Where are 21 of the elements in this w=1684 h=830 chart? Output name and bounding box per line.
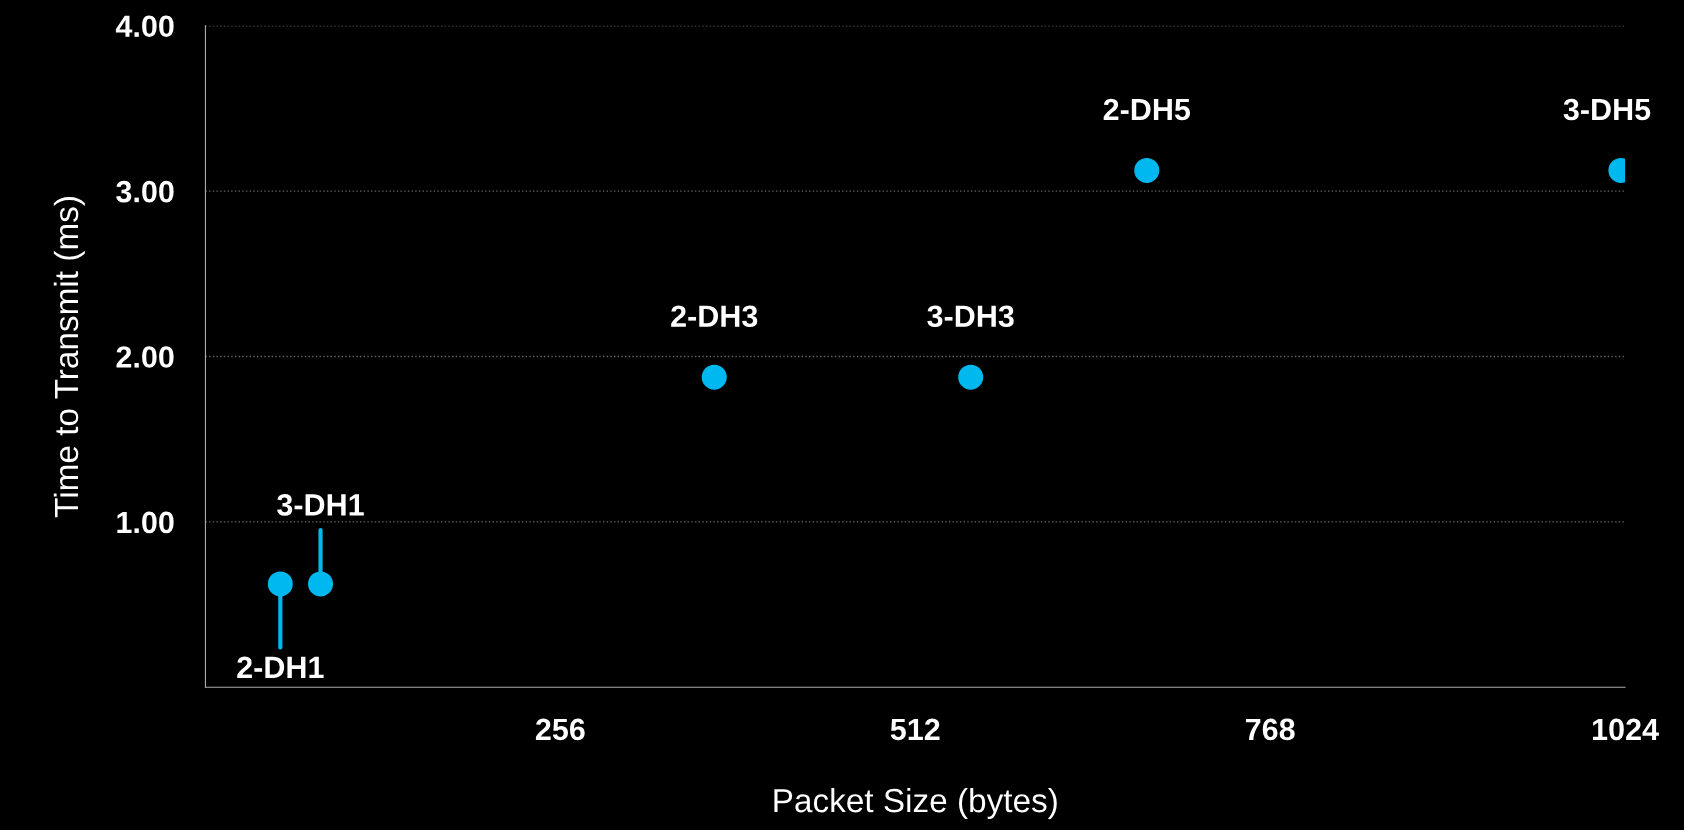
annotation: 2-DH1	[237, 656, 324, 678]
y-tick-label: 4.00	[115, 15, 174, 38]
annotation: 3-DH3	[927, 305, 1014, 328]
point	[267, 571, 293, 597]
x-tick-label: 1024	[1593, 718, 1659, 741]
annotation: 2-DH5	[1103, 98, 1191, 121]
x-tick-label: 768	[1245, 718, 1295, 741]
annotation: 3-DH1	[277, 494, 364, 516]
x-tick-label: 256	[535, 718, 585, 741]
point	[1134, 157, 1160, 183]
annotation: 3-DH5	[1563, 98, 1651, 121]
x-tick-label: 512	[890, 718, 940, 741]
point	[701, 364, 727, 390]
annotation: 2-DH3	[671, 305, 758, 328]
y-tick-label: 1.00	[117, 511, 174, 534]
point	[308, 571, 334, 597]
x-axis-title: Packet Size (bytes)	[774, 787, 1057, 820]
y-tick-label: 2.00	[116, 346, 174, 368]
point	[958, 364, 984, 390]
y-axis-title: Time to Transmit (ms)	[53, 197, 85, 518]
y-tick-label: 3.00	[116, 180, 174, 203]
